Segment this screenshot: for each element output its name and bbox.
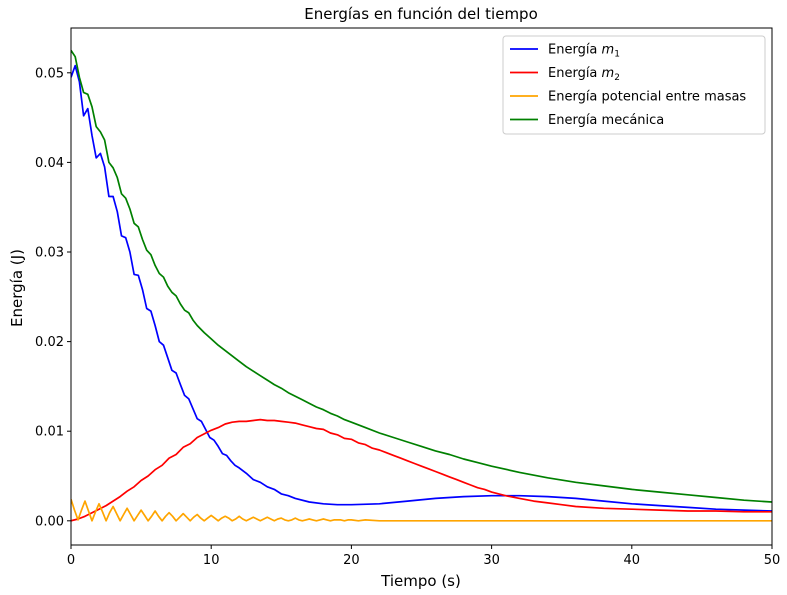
y-axis: 0.00 0.01 0.02 0.03 0.04 0.05	[35, 66, 71, 529]
y-tick-label: 0.05	[35, 66, 64, 81]
series-line-3	[71, 499, 772, 522]
y-tick-label: 0.04	[35, 156, 64, 171]
x-tick-label: 40	[624, 553, 641, 568]
y-tick-label: 0.02	[35, 335, 64, 350]
series-layer	[71, 49, 772, 522]
legend-entry-4: Energía mecánica	[548, 113, 664, 128]
legend-entry-2: Energía m2	[548, 66, 620, 83]
plot-frame	[70, 27, 773, 546]
legend-entry-3: Energía potencial entre masas	[548, 90, 746, 105]
x-axis: 0 10 20 30 40 50	[67, 545, 780, 568]
y-tick-label: 0.01	[35, 425, 64, 440]
x-axis-label: Tiempo (s)	[380, 572, 461, 590]
legend-box	[502, 35, 766, 135]
x-tick-label: 30	[483, 553, 500, 568]
x-tick-label: 50	[764, 553, 781, 568]
x-tick-label: 20	[343, 553, 360, 568]
y-tick-label: 0.03	[35, 246, 64, 261]
x-tick-label: 0	[67, 553, 75, 568]
y-axis-label: Energía (J)	[8, 249, 26, 327]
legend: Energía m1 Energía m2 Energía potencial en…	[502, 35, 766, 135]
legend-entry-1: Energía m1	[548, 43, 620, 60]
plot-area	[70, 27, 773, 546]
x-tick-label: 10	[203, 553, 220, 568]
series-line-4	[71, 49, 772, 503]
chart-title: Energías en función del tiempo	[304, 5, 538, 23]
y-tick-label: 0.00	[35, 514, 64, 529]
series-line-1	[71, 64, 772, 512]
series-line-2	[71, 418, 772, 522]
